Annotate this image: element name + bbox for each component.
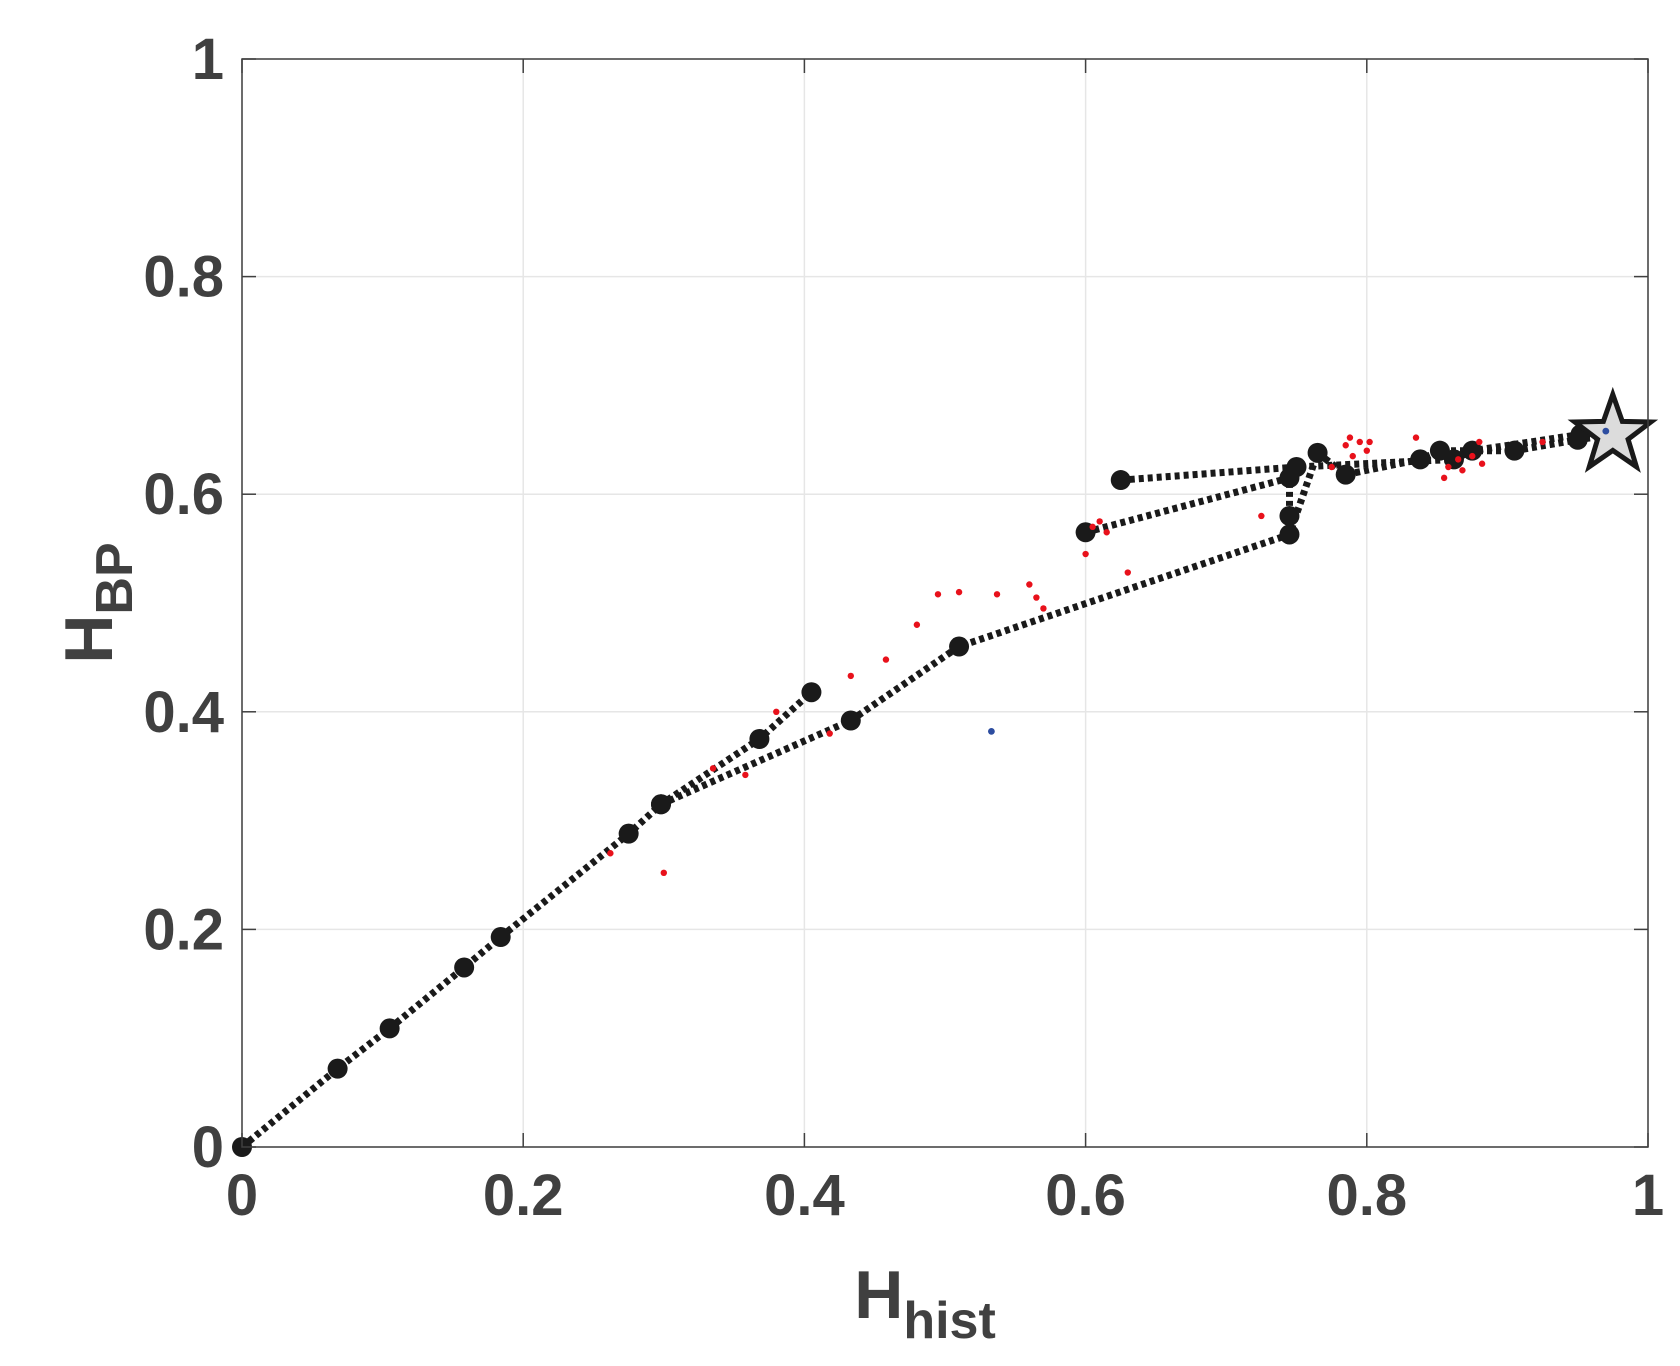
- red-point: [1356, 438, 1363, 446]
- red-point: [1476, 438, 1483, 446]
- y-axis-label-main: H: [51, 615, 127, 664]
- path-point: [1504, 440, 1525, 461]
- red-point: [1082, 550, 1089, 558]
- red-point: [1103, 529, 1110, 536]
- red-point: [1346, 434, 1354, 441]
- y-tick-label: 1: [192, 27, 224, 92]
- red-point: [1412, 434, 1420, 441]
- path-point: [1307, 442, 1328, 463]
- path-point: [454, 957, 475, 978]
- red-point: [1089, 523, 1096, 531]
- target-star: [987, 386, 1659, 735]
- red-point: [847, 672, 854, 680]
- red-point: [1096, 518, 1103, 525]
- path-point: [840, 710, 861, 731]
- red-point: [1124, 569, 1131, 576]
- x-tick-label: 0.2: [483, 1163, 564, 1228]
- red-point: [1366, 438, 1373, 446]
- path-point: [1410, 449, 1431, 470]
- red-point-cloud: [607, 434, 1546, 877]
- red-point: [934, 591, 942, 598]
- red-point: [1459, 467, 1466, 474]
- y-tick-label: 0.6: [143, 462, 224, 527]
- path-point: [1279, 505, 1300, 526]
- red-point: [742, 771, 749, 779]
- red-point: [826, 730, 833, 737]
- red-point: [660, 869, 667, 877]
- red-point: [709, 765, 717, 772]
- plot-frame: [241, 58, 1649, 1148]
- y-tick-label: 0.4: [143, 680, 224, 745]
- red-point: [773, 708, 780, 715]
- red-point: [607, 850, 614, 857]
- red-point: [882, 656, 890, 663]
- x-tick-label: 0: [226, 1163, 258, 1228]
- path-point: [1279, 524, 1300, 545]
- red-point: [1539, 438, 1546, 446]
- blue-point: [987, 727, 995, 735]
- red-point: [1328, 463, 1335, 471]
- x-axis-label-sub: hist: [903, 1292, 995, 1350]
- red-point: [1445, 463, 1452, 471]
- red-point: [913, 621, 921, 628]
- y-tick-labels: 0 0.2 0.4 0.6 0.8 1: [143, 27, 224, 1180]
- y-axis-label-sub: BP: [86, 542, 144, 614]
- x-tick-labels: 0 0.2 0.4 0.6 0.8 1: [226, 1163, 1664, 1228]
- y-tick-label: 0: [192, 1115, 224, 1180]
- red-point: [1349, 452, 1356, 460]
- path-point: [1286, 457, 1307, 477]
- x-axis-label: Hhist: [854, 1257, 996, 1350]
- x-tick-label: 0.6: [1045, 1163, 1126, 1228]
- path-point: [949, 636, 970, 657]
- y-axis-label: HBP: [51, 542, 144, 663]
- path-point: [327, 1058, 348, 1079]
- blue-point: [1602, 427, 1610, 435]
- red-point: [1440, 474, 1448, 482]
- path-point: [379, 1018, 400, 1039]
- red-point: [1033, 594, 1040, 601]
- red-point: [1258, 512, 1265, 520]
- path-point: [749, 729, 770, 749]
- path-point: [1335, 464, 1356, 485]
- red-point: [1040, 605, 1047, 612]
- y-tick-label: 0.8: [143, 245, 224, 310]
- star-marker: [1567, 386, 1659, 473]
- path-point: [618, 823, 639, 844]
- red-point: [993, 591, 1001, 598]
- path-point: [490, 927, 511, 948]
- red-point: [1454, 456, 1462, 463]
- x-tick-label: 1: [1632, 1163, 1664, 1228]
- red-point: [1469, 452, 1476, 460]
- path-point: [1110, 470, 1131, 491]
- path-point: [1462, 440, 1483, 461]
- x-tick-label: 0.4: [764, 1163, 845, 1228]
- x-tick-label: 0.8: [1326, 1163, 1407, 1228]
- x-axis-label-main: H: [854, 1257, 903, 1333]
- red-point: [1342, 442, 1349, 449]
- red-point: [1026, 581, 1033, 588]
- plot-background: [242, 59, 1648, 1147]
- y-tick-label: 0.2: [143, 897, 224, 962]
- path-point: [650, 794, 671, 815]
- path-line: [659, 430, 1614, 808]
- red-point: [1478, 460, 1486, 467]
- red-point: [1363, 447, 1371, 454]
- red-point: [955, 588, 963, 596]
- path-point: [801, 682, 822, 703]
